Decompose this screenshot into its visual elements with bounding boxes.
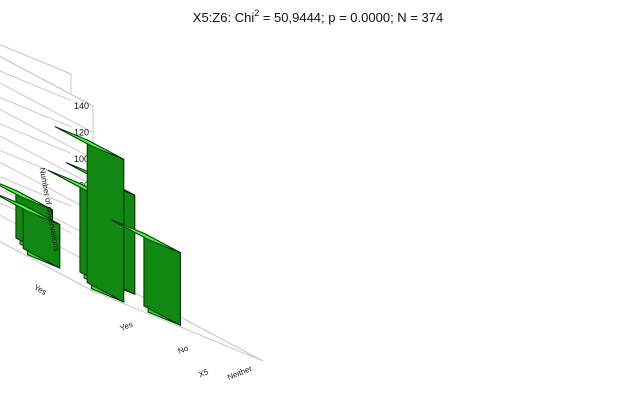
chart-title: X5:Z6: Chi2 = 50,9444; p = 0.0000; N = 3… [193, 8, 443, 25]
z-tick-label: 100 [74, 154, 89, 164]
gridline [0, 123, 72, 154]
bar-side-face [86, 139, 125, 303]
bar-top-face [111, 219, 181, 254]
bar-top-face [0, 183, 53, 211]
bar-top-face [0, 194, 60, 225]
gridline [0, 176, 72, 207]
gridline [0, 188, 94, 239]
chart-walls [0, 44, 264, 362]
bar [111, 219, 181, 327]
y-category-label: Yes [32, 283, 48, 297]
x-category-label: No [177, 343, 190, 355]
gridline [0, 108, 94, 160]
gridline [0, 44, 72, 75]
bar-top-face [54, 126, 124, 160]
gridline [0, 70, 72, 101]
bar [54, 126, 125, 303]
x-category-label: Neither [226, 364, 254, 382]
z-tick-label: 120 [74, 127, 89, 137]
gridline [0, 214, 94, 266]
chart-bars [0, 126, 181, 327]
x-axis-label: X5 [197, 367, 210, 379]
gridline [0, 56, 94, 107]
bar [0, 194, 61, 269]
x-category-label: Yes [119, 320, 134, 333]
z-tick-label: 140 [74, 101, 89, 111]
gridline [0, 161, 94, 213]
gridline [0, 82, 94, 133]
gridline [0, 135, 94, 186]
gridline [0, 149, 72, 181]
gridline [0, 97, 72, 128]
